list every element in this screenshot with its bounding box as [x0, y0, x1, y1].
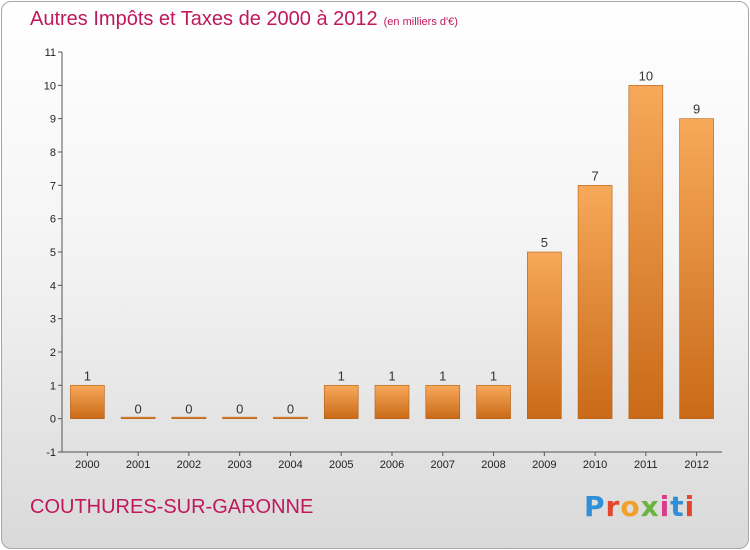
x-tick-label: 2002 [177, 459, 201, 471]
title-text: Autres Impôts et Taxes de 2000 à 2012 [30, 8, 378, 30]
bar-value-label: 10 [639, 68, 653, 83]
bar [577, 185, 613, 419]
y-tick-label: 4 [50, 280, 56, 292]
bar-value-label: 7 [591, 168, 598, 183]
y-tick-label: 0 [50, 414, 56, 426]
logo-letter: i [659, 490, 671, 523]
bar-value-label: 0 [135, 402, 142, 417]
chart-title: Autres Impôts et Taxes de 2000 à 2012 (en… [30, 8, 458, 31]
y-tick-label: 6 [50, 214, 56, 226]
y-tick-label: 7 [50, 180, 56, 192]
logo-letter: x [640, 490, 660, 523]
bar-value-label: 1 [388, 368, 395, 383]
logo-letter: r [605, 490, 621, 523]
y-tick-label: 10 [44, 80, 56, 92]
bar [222, 416, 257, 419]
bar [374, 385, 410, 419]
commune-name: COUTHURES-SUR-GARONNE [30, 496, 314, 518]
bar [273, 416, 308, 419]
x-tick-label: 2006 [380, 459, 404, 471]
x-tick-label: 2003 [227, 459, 251, 471]
proxiti-logo: Proxiti [584, 490, 695, 523]
x-tick-label: 2011 [634, 459, 658, 471]
bar-value-label: 0 [287, 402, 294, 417]
bar-value-label: 1 [490, 368, 497, 383]
bar [70, 385, 105, 419]
x-tick-label: 2001 [126, 459, 150, 471]
y-tick-label: 1 [50, 380, 56, 392]
y-tick-label: -1 [46, 447, 56, 459]
bar [628, 85, 664, 419]
bar-value-label: 0 [236, 402, 243, 417]
bar-value-label: 5 [541, 235, 548, 250]
y-tick-label: 11 [45, 47, 56, 59]
y-tick-label: 2 [50, 347, 56, 359]
bar-value-label: 1 [338, 368, 345, 383]
y-tick-label: 8 [50, 147, 56, 159]
bar-value-label: 0 [185, 402, 192, 417]
title-unit: (en milliers d'€) [383, 16, 458, 28]
logo-letter: i [684, 490, 696, 523]
x-tick-label: 2008 [481, 459, 505, 471]
x-tick-label: 2000 [75, 459, 99, 471]
x-tick-label: 2007 [431, 459, 455, 471]
bar-value-label: 1 [439, 368, 446, 383]
bar-value-label: 9 [693, 102, 700, 117]
logo-letter: o [620, 490, 641, 523]
bar [323, 385, 359, 419]
x-tick-label: 2009 [532, 459, 556, 471]
bar [171, 416, 207, 419]
y-tick-label: 3 [50, 314, 56, 326]
y-tick-label: 5 [50, 247, 56, 259]
x-tick-label: 2010 [583, 459, 607, 471]
logo-letter: t [670, 490, 685, 523]
y-tick-label: 9 [50, 114, 56, 126]
x-tick-label: 2005 [329, 459, 353, 471]
bar-value-label: 1 [84, 368, 91, 383]
bar [425, 385, 461, 419]
x-tick-label: 2004 [278, 459, 302, 471]
bar [120, 416, 156, 419]
x-tick-label: 2012 [684, 459, 708, 471]
bar [679, 118, 714, 419]
bar [476, 385, 511, 419]
logo-letter: P [584, 490, 606, 523]
bar [527, 251, 562, 419]
